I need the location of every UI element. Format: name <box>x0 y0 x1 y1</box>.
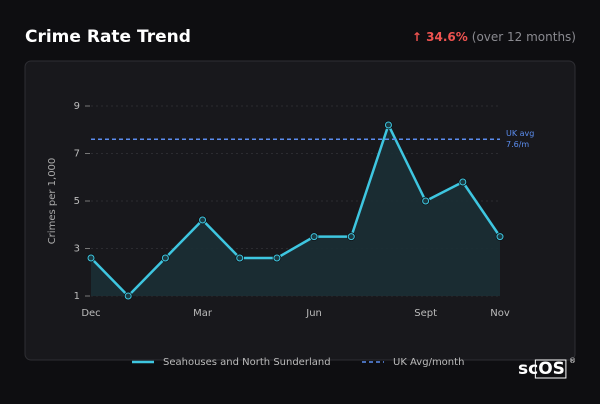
y-tick-label: 3 <box>74 244 80 255</box>
y-tick-label: 9 <box>74 101 80 112</box>
chart-title: Crime Rate Trend <box>25 27 191 47</box>
point-ring <box>87 254 95 262</box>
change-note: (over 12 months) <box>472 30 576 44</box>
brand-box <box>534 359 567 379</box>
x-tick-label: Jun <box>305 308 322 319</box>
ref-label: UK avg <box>506 129 534 138</box>
x-tick-label: Dec <box>81 308 100 319</box>
change-summary: ↑ 34.6% (over 12 months) <box>412 30 576 44</box>
legend-label: UK Avg/month <box>393 357 464 368</box>
point-ring <box>310 233 318 241</box>
x-tick-label: Sept <box>414 308 437 319</box>
point-ring <box>347 233 355 241</box>
point-ring <box>273 254 281 262</box>
area <box>91 125 500 296</box>
point-ring <box>199 216 207 224</box>
y-tick-label: 7 <box>74 149 80 160</box>
point-ring <box>236 254 244 262</box>
legend-label: Seahouses and North Sunderland <box>163 357 331 368</box>
ref-label: 7.6/m <box>506 140 529 149</box>
brand-mark: ® <box>569 357 576 365</box>
point-ring <box>161 254 169 262</box>
point-ring <box>459 178 467 186</box>
line <box>90 123 502 298</box>
brand: scOS <box>518 359 565 379</box>
point-ring <box>124 292 132 300</box>
point-ring <box>384 121 392 129</box>
y-tick-label: 5 <box>74 196 80 207</box>
x-tick-label: Mar <box>193 308 213 319</box>
x-tick-label: Nov <box>490 308 510 319</box>
y-axis-label: Crimes per 1,000 <box>47 158 58 245</box>
change: ↑ 34.6% <box>412 30 468 44</box>
point-ring <box>496 233 504 241</box>
y-tick-label: 1 <box>74 291 80 302</box>
point-ring <box>422 197 430 205</box>
